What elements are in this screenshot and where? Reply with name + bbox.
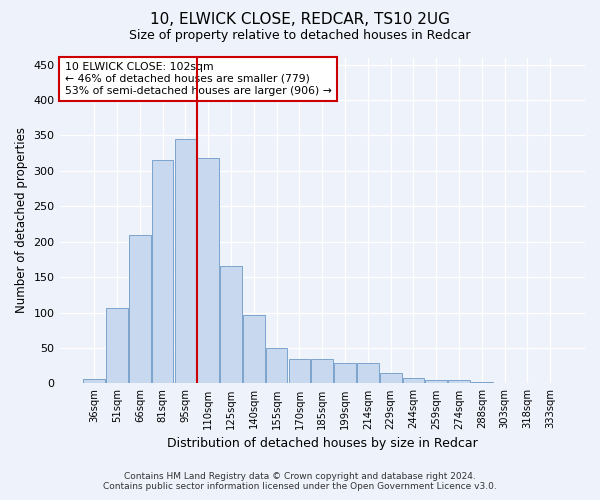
Y-axis label: Number of detached properties: Number of detached properties (15, 128, 28, 314)
Bar (357, 363, 379, 384)
Bar (425, 380, 447, 384)
Bar (334, 363, 356, 384)
Bar (289, 358, 310, 384)
Bar (152, 160, 173, 384)
Text: 10, ELWICK CLOSE, REDCAR, TS10 2UG: 10, ELWICK CLOSE, REDCAR, TS10 2UG (150, 12, 450, 28)
Text: 10 ELWICK CLOSE: 102sqm
← 46% of detached houses are smaller (779)
53% of semi-d: 10 ELWICK CLOSE: 102sqm ← 46% of detache… (65, 62, 332, 96)
Text: Size of property relative to detached houses in Redcar: Size of property relative to detached ho… (129, 29, 471, 42)
Text: Contains HM Land Registry data © Crown copyright and database right 2024.
Contai: Contains HM Land Registry data © Crown c… (103, 472, 497, 491)
Bar (403, 378, 424, 384)
Bar (83, 379, 105, 384)
Bar (517, 382, 538, 384)
Bar (175, 139, 196, 384)
Bar (311, 358, 333, 384)
Bar (448, 380, 470, 384)
Bar (243, 314, 265, 384)
Bar (471, 382, 493, 384)
Bar (129, 234, 151, 384)
Bar (380, 373, 401, 384)
Bar (197, 158, 219, 384)
Bar (220, 266, 242, 384)
Bar (539, 382, 561, 384)
Bar (266, 348, 287, 384)
X-axis label: Distribution of detached houses by size in Redcar: Distribution of detached houses by size … (167, 437, 478, 450)
Bar (494, 382, 515, 384)
Bar (106, 308, 128, 384)
